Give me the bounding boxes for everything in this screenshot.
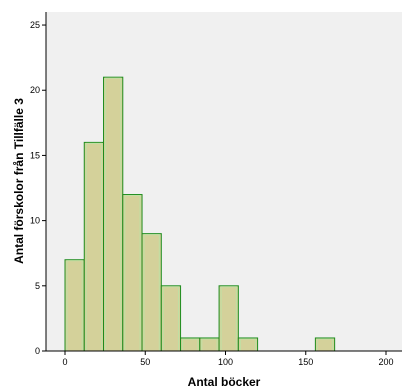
histogram-bar [199, 337, 220, 352]
x-tick-label: 100 [218, 357, 233, 367]
x-tick-label: 50 [140, 357, 150, 367]
histogram-bar [160, 285, 182, 352]
x-tick-label: 200 [378, 357, 393, 367]
y-tick-label: 5 [35, 281, 40, 291]
y-tick-label: 0 [35, 346, 40, 356]
y-tick-label: 25 [30, 20, 40, 30]
histogram-bar [180, 337, 201, 352]
x-tick-label: 0 [62, 357, 67, 367]
y-axis-title: Antal förskolor från Tillfälle 3 [12, 98, 26, 264]
y-tick-label: 20 [30, 85, 40, 95]
histogram-bar [103, 76, 124, 352]
y-tick-label: 15 [30, 150, 40, 160]
histogram-bar [141, 233, 162, 352]
histogram-bar [218, 285, 239, 352]
x-axis-ticks: 0 50 100 150 200 [62, 351, 394, 367]
y-axis-ticks: 0 5 10 15 20 25 [30, 20, 46, 356]
histogram-bar [237, 337, 259, 352]
histogram-bar [314, 337, 336, 352]
bars-group [64, 76, 336, 352]
x-axis-title: Antal böcker [188, 375, 261, 389]
histogram-bar [64, 259, 85, 352]
y-tick-label: 10 [30, 216, 40, 226]
x-tick-label: 150 [298, 357, 313, 367]
histogram-bar [83, 141, 105, 352]
histogram-bar [122, 194, 143, 352]
